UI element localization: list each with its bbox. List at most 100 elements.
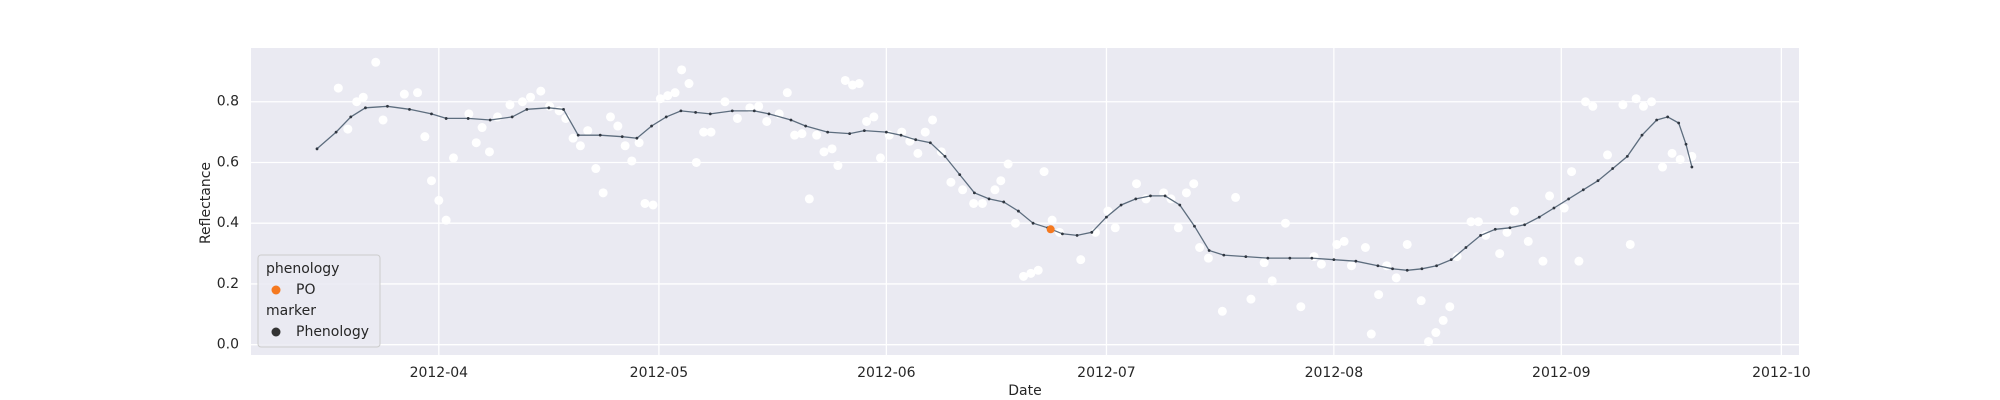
curve-point <box>1075 233 1079 237</box>
observation-point <box>1033 265 1043 275</box>
curve-point <box>1625 155 1629 158</box>
observation-point <box>862 116 872 126</box>
x-tick-label: 2012-09 <box>1532 365 1591 381</box>
observation-point <box>568 133 578 143</box>
legend-box <box>257 254 381 348</box>
observation-point <box>720 97 730 107</box>
curve-point <box>1119 203 1123 207</box>
observation-point <box>464 109 474 119</box>
observation-point <box>677 65 687 75</box>
curve-point <box>364 106 367 110</box>
curve-point <box>1537 215 1541 219</box>
curve-point <box>708 112 712 116</box>
observation-point <box>1296 302 1306 312</box>
curve-point <box>848 132 852 136</box>
observation-point <box>1019 271 1029 281</box>
observation-point <box>875 153 885 163</box>
curve-point <box>928 141 932 145</box>
y-tick-label: 0.0 <box>217 337 239 353</box>
observation-point <box>441 215 451 225</box>
observation-point <box>1309 252 1319 262</box>
curve-point <box>862 129 866 132</box>
curve-point <box>752 109 756 113</box>
observation-point <box>378 115 388 125</box>
observation-point <box>583 126 593 136</box>
observation-point <box>706 127 716 137</box>
curve-point <box>334 130 338 134</box>
curve-point <box>1420 267 1424 271</box>
observation-point <box>352 97 362 107</box>
x-tick-label: 2012-04 <box>410 365 469 381</box>
observation-point <box>545 101 555 111</box>
observation-point <box>448 153 458 163</box>
observation-point <box>1003 159 1013 169</box>
curve-point <box>1567 197 1571 201</box>
observation-point <box>1195 243 1205 253</box>
curve-point <box>1105 215 1108 219</box>
curve-point <box>679 109 683 113</box>
observation-point <box>782 88 792 98</box>
observation-point <box>420 132 430 142</box>
curve-point <box>943 155 947 158</box>
curve-point <box>1016 209 1020 213</box>
observation-point <box>1603 150 1613 160</box>
curve-point <box>408 107 411 111</box>
curve-point <box>1684 142 1688 146</box>
observation-point <box>1217 306 1227 316</box>
curve-point <box>430 112 433 116</box>
observation-point <box>655 94 665 104</box>
observation-point <box>691 157 701 167</box>
curve-point <box>1222 253 1226 257</box>
curve-point <box>1581 188 1585 192</box>
observation-point <box>745 103 755 113</box>
curve-point <box>884 130 888 134</box>
curve-point <box>730 109 734 113</box>
curve-point <box>1677 121 1681 125</box>
curve-point <box>914 138 918 142</box>
observation-point <box>936 147 946 157</box>
observation-point <box>613 121 623 131</box>
observation-point <box>1374 290 1384 300</box>
observation-point <box>1545 191 1555 201</box>
observation-point <box>605 112 615 122</box>
observation-point <box>1203 253 1213 263</box>
observation-point <box>762 116 772 126</box>
curve-point <box>1596 179 1600 183</box>
observation-point <box>1658 162 1668 172</box>
curve-point <box>1666 115 1670 119</box>
curve-point <box>1640 133 1644 137</box>
observation-point <box>790 130 800 140</box>
observation-point <box>413 88 423 98</box>
curve-point <box>576 133 580 137</box>
observation-point <box>536 86 546 96</box>
observation-point <box>526 92 536 102</box>
observation-point <box>1189 179 1199 189</box>
curve-point <box>1163 194 1167 198</box>
curve-point <box>620 135 624 139</box>
observation-point <box>1173 223 1183 233</box>
observation-point <box>1588 101 1598 111</box>
legend-title: phenology <box>266 261 339 277</box>
curve-point <box>972 191 976 195</box>
observation-point <box>1346 261 1356 271</box>
curve-point <box>1090 230 1094 234</box>
x-tick-label: 2012-10 <box>1752 365 1811 381</box>
observation-point <box>1481 230 1491 240</box>
y-tick-label: 0.6 <box>217 154 239 170</box>
observation-point <box>575 141 585 151</box>
curve-point <box>1134 197 1138 201</box>
curve-point <box>1449 258 1453 262</box>
curve-point <box>1523 223 1527 227</box>
observation-point <box>732 113 742 123</box>
legend-label: Phenology <box>296 324 369 340</box>
observation-point <box>1316 259 1326 269</box>
observation-point <box>812 130 822 140</box>
y-tick-label: 0.8 <box>217 94 239 110</box>
y-tick-label: 0.4 <box>217 215 239 231</box>
x-tick-label: 2012-08 <box>1305 365 1364 381</box>
curve-point <box>899 133 903 137</box>
observation-point <box>1625 239 1635 249</box>
curve-point <box>826 130 830 134</box>
observation-point <box>1103 206 1113 216</box>
curve-point <box>1061 232 1064 236</box>
